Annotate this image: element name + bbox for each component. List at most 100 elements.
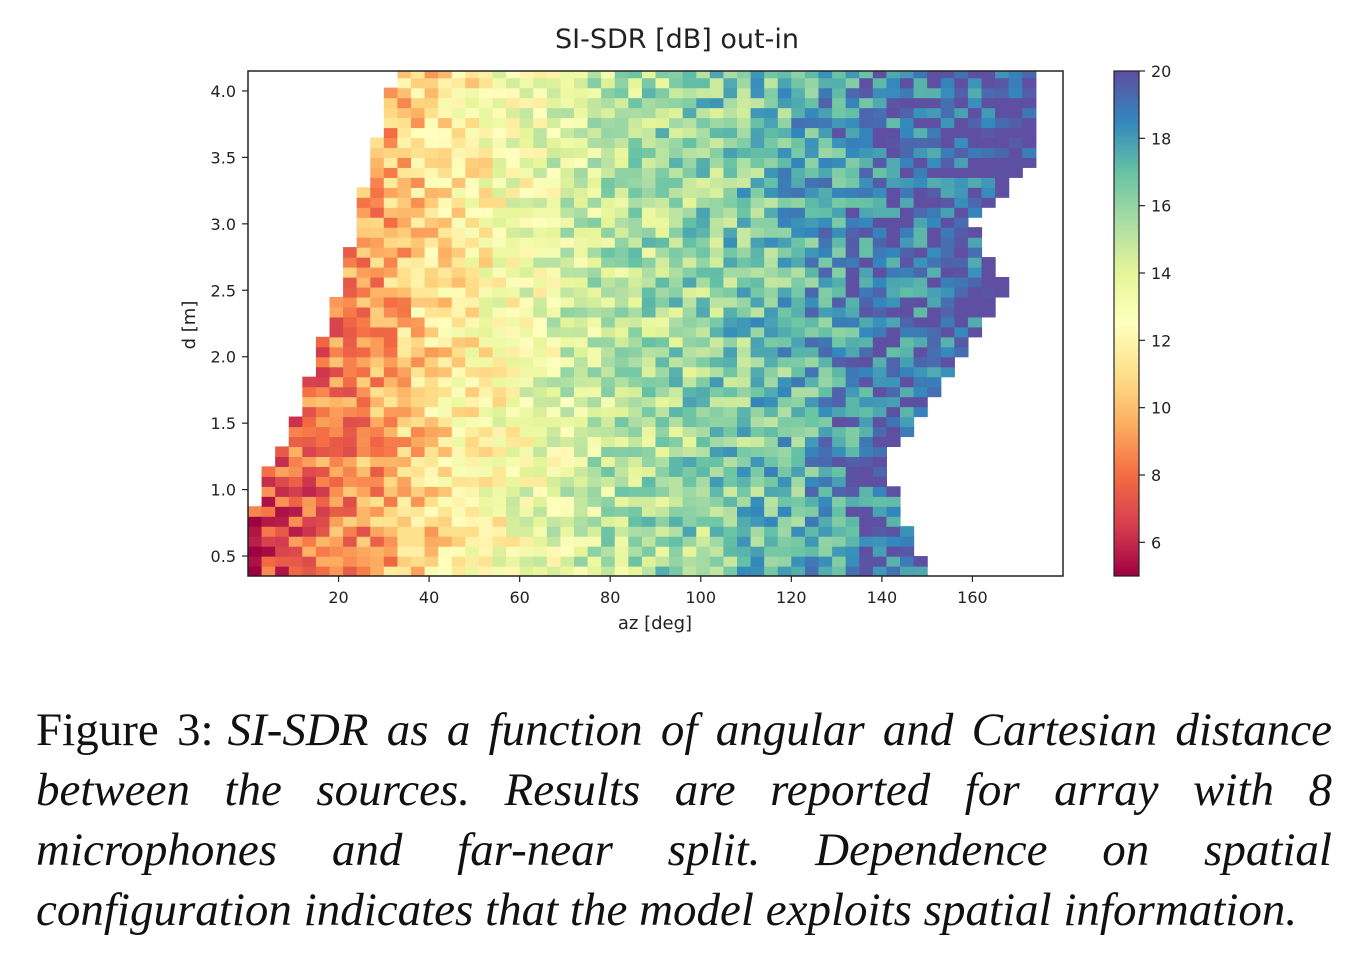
heatmap-cell: [669, 366, 684, 378]
heatmap-cell: [981, 276, 996, 288]
heatmap-cell: [804, 316, 820, 328]
heatmap-cell: [872, 376, 888, 388]
heatmap-cell: [818, 556, 833, 567]
heatmap-cell: [913, 167, 928, 178]
heatmap-cell: [641, 167, 657, 178]
heatmap-cell: [315, 346, 331, 358]
heatmap-cell: [587, 157, 602, 168]
heatmap-cell: [438, 296, 453, 308]
heatmap-cell: [601, 197, 616, 208]
heatmap-cell: [832, 336, 847, 348]
heatmap-cell: [682, 406, 697, 418]
heatmap-cell: [329, 496, 344, 507]
heatmap-cell: [723, 77, 738, 89]
heatmap-cell: [737, 77, 752, 89]
heatmap-cell: [506, 197, 521, 208]
heatmap-cell: [872, 496, 888, 507]
heatmap-cell: [954, 336, 969, 348]
heatmap-cell: [506, 536, 521, 547]
heatmap-cell: [696, 526, 711, 537]
heatmap-cell: [465, 556, 480, 567]
heatmap-cell: [832, 71, 847, 79]
heatmap-cell: [737, 147, 752, 158]
heatmap-cell: [574, 496, 589, 507]
heatmap-cell: [886, 187, 901, 198]
heatmap-cell: [954, 77, 969, 89]
heatmap-cell: [872, 207, 888, 218]
heatmap-cell: [465, 237, 480, 248]
heatmap-cell: [315, 566, 331, 576]
heatmap-cell: [356, 336, 371, 348]
heatmap-cell: [275, 526, 290, 537]
heatmap-cell: [981, 107, 996, 119]
heatmap-cell: [696, 336, 711, 348]
heatmap-cell: [669, 346, 684, 358]
heatmap-cell: [804, 276, 820, 288]
heatmap-cell: [723, 326, 738, 338]
heatmap-cell: [832, 217, 847, 228]
heatmap-cell: [546, 227, 562, 238]
heatmap-cell: [492, 476, 507, 487]
heatmap-cell: [641, 346, 657, 358]
heatmap-cell: [940, 247, 955, 258]
heatmap-cell: [614, 456, 629, 467]
heatmap-cell: [927, 356, 942, 368]
heatmap-cell: [343, 257, 358, 268]
heatmap-cell: [682, 396, 697, 408]
heatmap-cell: [533, 486, 548, 497]
heatmap-cell: [723, 167, 738, 178]
heatmap-cell: [709, 556, 725, 567]
heatmap-cell: [655, 197, 670, 208]
heatmap-cell: [886, 117, 901, 129]
heatmap-cell: [709, 247, 725, 258]
heatmap-cell: [465, 117, 480, 129]
heatmap-cell: [696, 207, 711, 218]
heatmap-cell: [478, 486, 494, 497]
heatmap-cell: [574, 376, 589, 388]
heatmap-cell: [682, 516, 697, 527]
heatmap-cell: [791, 227, 806, 238]
heatmap-cell: [370, 556, 385, 567]
heatmap-cell: [438, 406, 453, 418]
heatmap-cell: [302, 446, 317, 457]
heatmap-cell: [383, 536, 399, 547]
heatmap-cell: [546, 257, 562, 268]
heatmap-cell: [506, 267, 521, 278]
heatmap-cell: [818, 486, 833, 497]
heatmap-cell: [383, 416, 399, 428]
heatmap-cell: [845, 346, 860, 358]
heatmap-cell: [737, 476, 752, 487]
heatmap-cell: [411, 476, 426, 487]
heatmap-cell: [411, 217, 426, 228]
heatmap-cell: [777, 556, 792, 567]
heatmap-cell: [709, 257, 725, 268]
heatmap-cell: [478, 227, 494, 238]
heatmap-cell: [492, 436, 507, 448]
heatmap-cell: [492, 526, 507, 537]
heatmap-cell: [913, 197, 928, 208]
heatmap-cell: [655, 556, 670, 567]
heatmap-cell: [655, 426, 670, 438]
heatmap-cell: [777, 506, 792, 517]
heatmap-cell: [506, 546, 521, 557]
heatmap-cell: [451, 237, 466, 248]
heatmap-cell: [641, 207, 657, 218]
heatmap-cell: [506, 71, 521, 79]
heatmap-cell: [438, 107, 453, 119]
heatmap-cell: [900, 376, 915, 388]
heatmap-cell: [628, 306, 643, 318]
heatmap-cell: [669, 426, 684, 438]
heatmap-cell: [750, 316, 765, 328]
heatmap-cell: [628, 386, 643, 398]
heatmap-cell: [587, 237, 602, 248]
heatmap-cell: [669, 257, 684, 268]
heatmap-cell: [655, 446, 670, 457]
heatmap-cell: [696, 426, 711, 438]
heatmap-cell: [519, 426, 534, 438]
heatmap-cell: [438, 177, 453, 188]
heatmap-cell: [859, 506, 874, 517]
heatmap-cell: [383, 247, 399, 258]
heatmap-cell: [356, 546, 371, 557]
heatmap-cell: [981, 177, 996, 188]
heatmap-cell: [533, 77, 548, 89]
